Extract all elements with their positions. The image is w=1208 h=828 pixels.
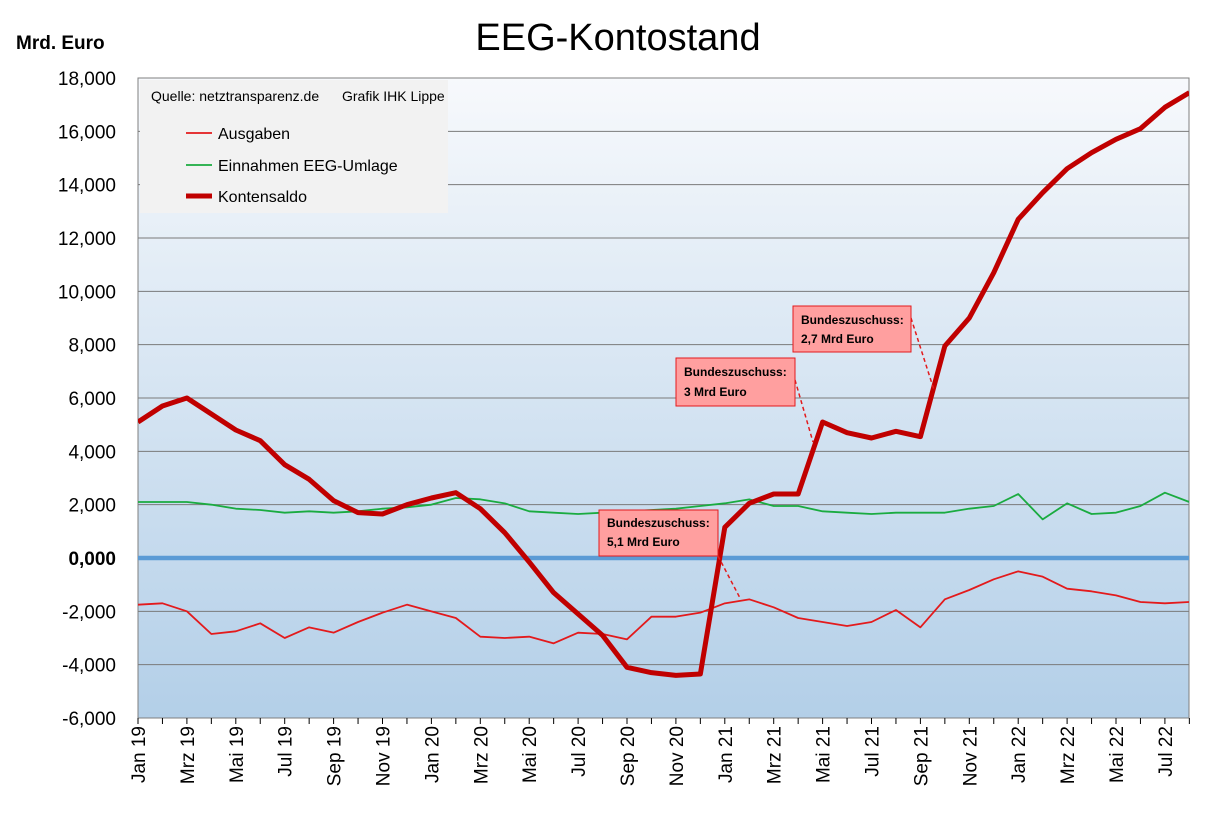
- legend-label-ausgaben: Ausgaben: [218, 126, 290, 143]
- annotation-line-1: Bundeszuschuss:: [607, 516, 710, 530]
- x-tick-label: Mrz 22: [1058, 726, 1079, 784]
- y-tick-label: 4,000: [68, 442, 116, 463]
- series-line-einnahmen-eeg-umlage: [138, 491, 1189, 521]
- legend-box: [140, 80, 448, 213]
- x-tick-label: Nov 19: [374, 726, 395, 786]
- y-tick-label: 2,000: [68, 496, 116, 517]
- series-line-ausgaben: [138, 570, 1189, 645]
- x-tick-label: Jan 21: [716, 726, 737, 783]
- annotation-line-1: Bundeszuschuss:: [684, 365, 787, 379]
- annotation-box: [598, 509, 719, 557]
- x-tick-label: Jul 22: [1156, 726, 1177, 777]
- x-tick-label: Sep 21: [911, 726, 932, 786]
- annotation-zuschuss-3: Bundeszuschuss: 2,7 Mrd Euro: [792, 305, 935, 391]
- x-tick-label: Mai 20: [520, 726, 541, 783]
- x-tick-label: Mrz 20: [471, 726, 492, 784]
- x-tick-label: Sep 20: [618, 726, 639, 786]
- legend-label-kontensaldo: Kontensaldo: [218, 189, 307, 206]
- y-tick-label: 14,000: [58, 176, 116, 197]
- x-tick-label: Mai 21: [814, 726, 835, 783]
- annotation-box: [792, 305, 912, 353]
- annotation-line-2: 5,1 Mrd Euro: [607, 535, 680, 549]
- x-tick-label: Jul 20: [569, 726, 590, 777]
- x-tick-label: Mrz 19: [178, 726, 199, 784]
- x-tick-label: Sep 19: [325, 726, 346, 786]
- credit-note: Grafik IHK Lippe: [342, 88, 445, 104]
- y-tick-label: -2,000: [62, 602, 116, 623]
- chart-title: EEG-Kontostand: [475, 17, 760, 59]
- y-tick-label: 10,000: [58, 282, 116, 303]
- y-axis-ticks: 18,000 16,000 14,000 12,000 10,000 8,000 6,000…: [58, 69, 116, 730]
- legend: Quelle: netztransparenz.de Grafik IHK Li…: [140, 80, 448, 213]
- annotation-zuschuss-1: Bundeszuschuss: 5,1 Mrd Euro: [598, 509, 741, 599]
- x-axis-ticks: Jan 19 Mrz 19 Mai 19 Jul 19 Sep 19 Nov 19 Jan …: [129, 718, 1190, 786]
- y-tick-label: 6,000: [68, 389, 116, 410]
- annotation-connector: [794, 379, 814, 443]
- x-tick-label: Jul 19: [276, 726, 297, 777]
- y-tick-label: 8,000: [68, 336, 116, 357]
- annotation-box: [675, 357, 796, 407]
- series-line-kontensaldo: [138, 90, 1189, 678]
- x-tick-label: Jul 21: [863, 726, 884, 777]
- annotation-zuschuss-2: Bundeszuschuss: 3 Mrd Euro: [675, 357, 814, 443]
- y-tick-label: 0,000: [68, 549, 116, 570]
- x-tick-label: Jan 20: [422, 726, 443, 783]
- y-tick-label: 18,000: [58, 69, 116, 90]
- source-note: Quelle: netztransparenz.de: [151, 88, 319, 104]
- series-lines: [138, 90, 1189, 678]
- annotation-connector: [717, 555, 741, 599]
- annotation-line-2: 3 Mrd Euro: [684, 385, 747, 399]
- x-tick-label: Mai 22: [1107, 726, 1128, 783]
- x-tick-label: Jan 19: [129, 726, 150, 783]
- annotation-connector: [910, 317, 935, 391]
- legend-label-einnahmen: Einnahmen EEG-Umlage: [218, 158, 398, 175]
- x-tick-label: Mrz 21: [765, 726, 786, 784]
- y-tick-label: -6,000: [62, 709, 116, 730]
- y-tick-label: 16,000: [58, 122, 116, 143]
- annotation-line-2: 2,7 Mrd Euro: [801, 332, 874, 346]
- y-axis-unit-label: Mrd. Euro: [16, 33, 105, 54]
- y-tick-label: -4,000: [62, 656, 116, 677]
- x-tick-label: Nov 20: [667, 726, 688, 786]
- y-tick-label: 12,000: [58, 229, 116, 250]
- annotation-line-1: Bundeszuschuss:: [801, 313, 904, 327]
- x-tick-label: Jan 22: [1009, 726, 1030, 783]
- x-tick-label: Mai 19: [227, 726, 248, 783]
- x-tick-label: Nov 21: [960, 726, 981, 786]
